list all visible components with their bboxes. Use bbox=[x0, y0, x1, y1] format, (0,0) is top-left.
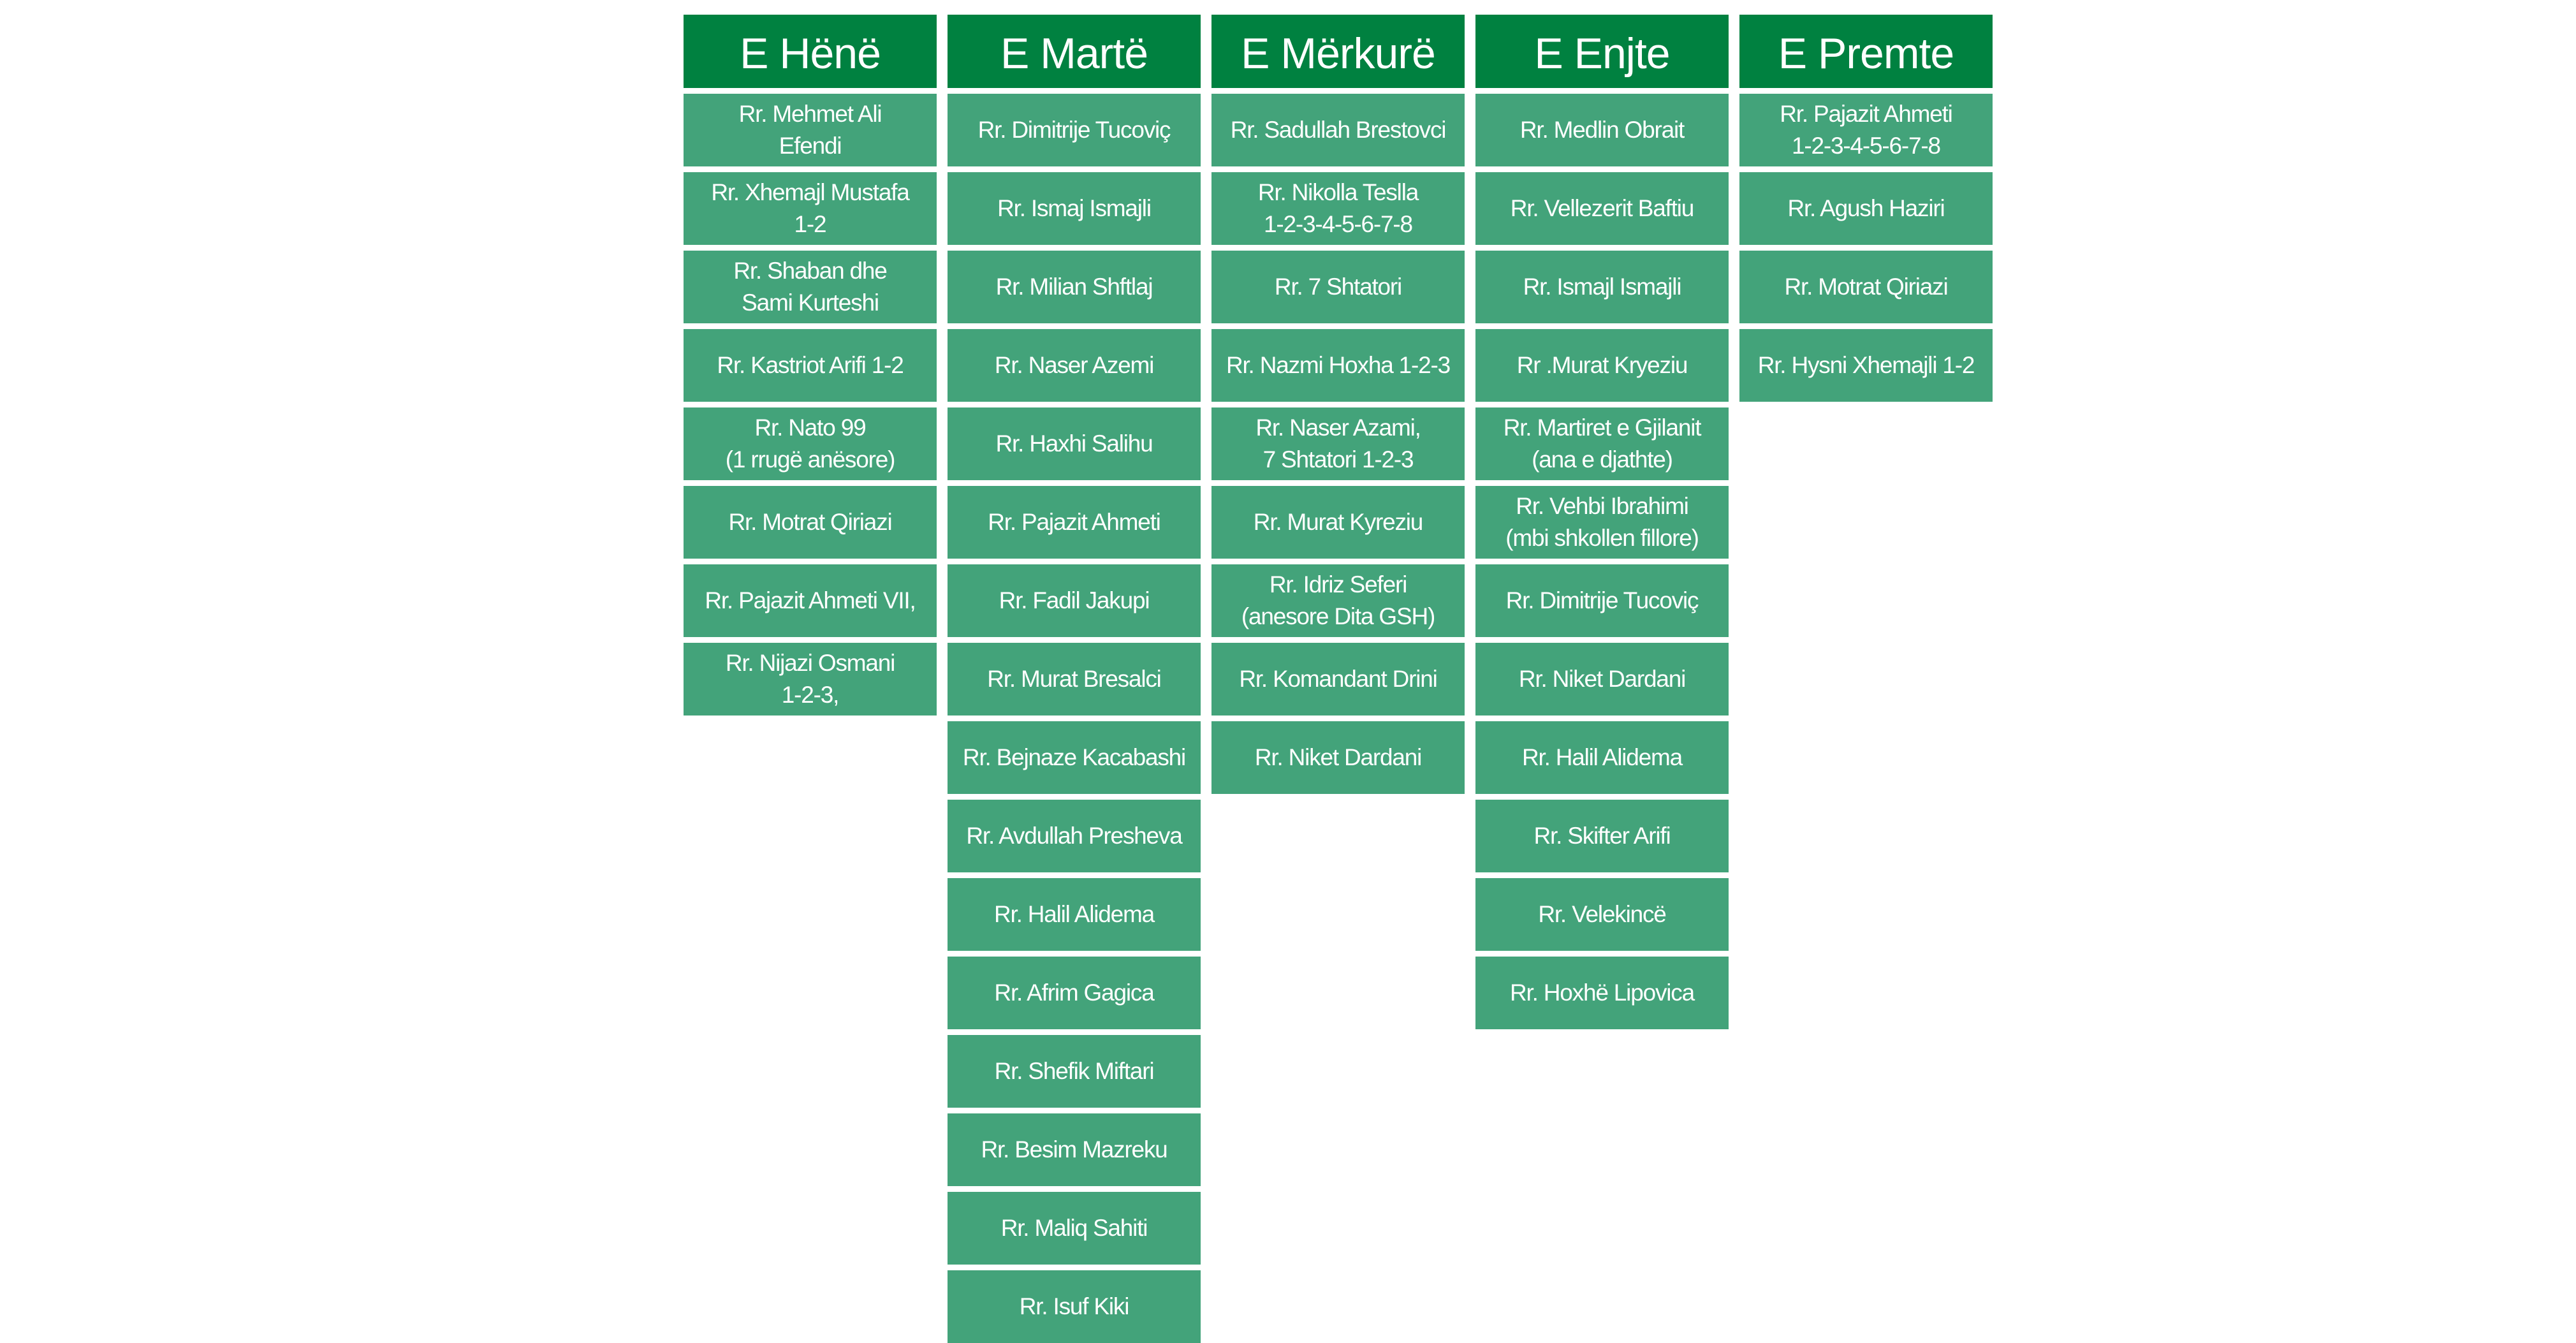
street-cell: Rr. Idriz Seferi (anesore Dita GSH) bbox=[1211, 564, 1465, 637]
day-column: E Martë Rr. Dimitrije Tucoviç Rr. Ismaj Is… bbox=[948, 15, 1201, 1343]
street-cell: Rr. Isuf Kiki bbox=[948, 1270, 1201, 1343]
street-cell: Rr. Murat Kyreziu bbox=[1211, 486, 1465, 559]
street-cell: Rr. Dimitrije Tucoviç bbox=[1475, 564, 1729, 637]
day-header: E Premte bbox=[1739, 15, 1993, 88]
street-cell: Rr. Ismaj Ismajli bbox=[948, 172, 1201, 245]
street-cell: Rr. Nazmi Hoxha 1-2-3 bbox=[1211, 329, 1465, 402]
day-column: E Enjte Rr. Medlin Obrait Rr. Vellezerit B… bbox=[1475, 15, 1729, 1029]
street-cell: Rr. Nato 99 (1 rrugë anësore) bbox=[684, 407, 937, 480]
street-cell: Rr. Sadullah Brestovci bbox=[1211, 94, 1465, 166]
weekly-schedule: E Hënë Rr. Mehmet Ali Efendi Rr. Xhemajl M… bbox=[684, 15, 1993, 1343]
street-cell: Rr. Hoxhë Lipovica bbox=[1475, 957, 1729, 1029]
street-cell: Rr. Shefik Miftari bbox=[948, 1035, 1201, 1108]
day-header: E Mërkurë bbox=[1211, 15, 1465, 88]
street-cell: Rr. Xhemajl Mustafa 1-2 bbox=[684, 172, 937, 245]
street-cell: Rr. Pajazit Ahmeti bbox=[948, 486, 1201, 559]
day-column: E Hënë Rr. Mehmet Ali Efendi Rr. Xhemajl M… bbox=[684, 15, 937, 716]
street-cell: Rr. Haxhi Salihu bbox=[948, 407, 1201, 480]
street-cell: Rr .Murat Kryeziu bbox=[1475, 329, 1729, 402]
street-cell: Rr. Ismajl Ismajli bbox=[1475, 251, 1729, 323]
street-cell: Rr. Avdullah Presheva bbox=[948, 800, 1201, 872]
street-cell: Rr. Agush Haziri bbox=[1739, 172, 1993, 245]
street-cell: Rr. Hysni Xhemajli 1-2 bbox=[1739, 329, 1993, 402]
street-cell: Rr. Niket Dardani bbox=[1475, 643, 1729, 716]
street-cell: Rr. Dimitrije Tucoviç bbox=[948, 94, 1201, 166]
street-cell: Rr. Pajazit Ahmeti VII, bbox=[684, 564, 937, 637]
street-cell: Rr. Vehbi Ibrahimi (mbi shkollen fillore… bbox=[1475, 486, 1729, 559]
street-cell: Rr. Skifter Arifi bbox=[1475, 800, 1729, 872]
street-cell: Rr. Kastriot Arifi 1-2 bbox=[684, 329, 937, 402]
day-column: E Premte Rr. Pajazit Ahmeti 1-2-3-4-5-6-7… bbox=[1739, 15, 1993, 402]
street-cell: Rr. Mehmet Ali Efendi bbox=[684, 94, 937, 166]
street-cell: Rr. Velekincë bbox=[1475, 878, 1729, 951]
street-cell: Rr. Vellezerit Baftiu bbox=[1475, 172, 1729, 245]
street-cell: Rr. Medlin Obrait bbox=[1475, 94, 1729, 166]
street-cell: Rr. Maliq Sahiti bbox=[948, 1192, 1201, 1265]
street-cell: Rr. Nikolla Teslla 1-2-3-4-5-6-7-8 bbox=[1211, 172, 1465, 245]
street-cell: Rr. Fadil Jakupi bbox=[948, 564, 1201, 637]
street-cell: Rr. Komandant Drini bbox=[1211, 643, 1465, 716]
street-cell: Rr. Milian Shftlaj bbox=[948, 251, 1201, 323]
street-cell: Rr. Pajazit Ahmeti 1-2-3-4-5-6-7-8 bbox=[1739, 94, 1993, 166]
street-cell: Rr. Naser Azemi bbox=[948, 329, 1201, 402]
day-header: E Enjte bbox=[1475, 15, 1729, 88]
street-cell: Rr. Naser Azami, 7 Shtatori 1-2-3 bbox=[1211, 407, 1465, 480]
day-header: E Martë bbox=[948, 15, 1201, 88]
street-cell: Rr. Besim Mazreku bbox=[948, 1113, 1201, 1186]
street-cell: Rr. Bejnaze Kacabashi bbox=[948, 721, 1201, 794]
street-cell: Rr. Murat Bresalci bbox=[948, 643, 1201, 716]
day-header: E Hënë bbox=[684, 15, 937, 88]
street-cell: Rr. Niket Dardani bbox=[1211, 721, 1465, 794]
street-cell: Rr. Nijazi Osmani 1-2-3, bbox=[684, 643, 937, 716]
street-cell: Rr. Halil Alidema bbox=[1475, 721, 1729, 794]
street-cell: Rr. 7 Shtatori bbox=[1211, 251, 1465, 323]
street-cell: Rr. Martiret e Gjilanit (ana e djathte) bbox=[1475, 407, 1729, 480]
street-cell: Rr. Afrim Gagica bbox=[948, 957, 1201, 1029]
street-cell: Rr. Motrat Qiriazi bbox=[1739, 251, 1993, 323]
street-cell: Rr. Shaban dhe Sami Kurteshi bbox=[684, 251, 937, 323]
day-column: E Mërkurë Rr. Sadullah Brestovci Rr. Nikol… bbox=[1211, 15, 1465, 794]
street-cell: Rr. Motrat Qiriazi bbox=[684, 486, 937, 559]
street-cell: Rr. Halil Alidema bbox=[948, 878, 1201, 951]
